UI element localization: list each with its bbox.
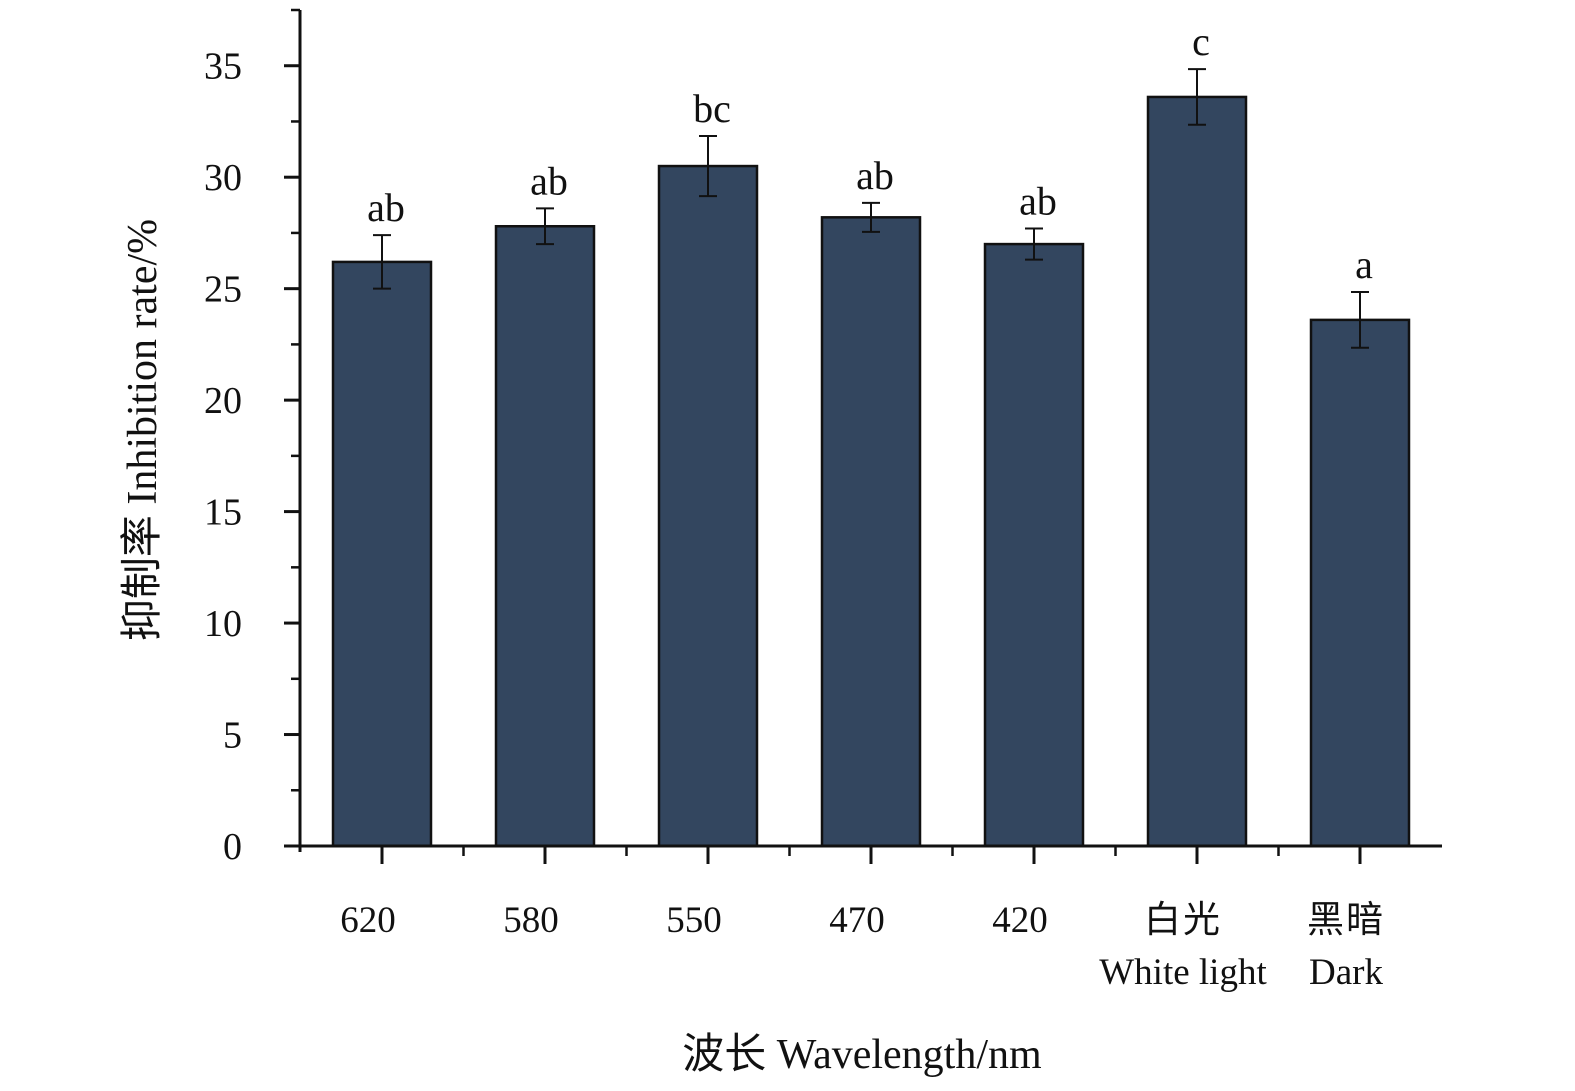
significance-label: c [1192, 19, 1210, 64]
significance-label: ab [1019, 178, 1057, 223]
category-label: 420 [992, 900, 1048, 941]
category-label: White light [1099, 952, 1267, 993]
y-tick-label: 30 [204, 157, 242, 199]
category-label: 470 [829, 900, 885, 941]
bar [1146, 95, 1248, 848]
x-axis-ticks [380, 846, 1362, 864]
error-bars [373, 68, 1369, 349]
bar [331, 260, 433, 848]
category-labels: 620 580 550 470 420 白光 White light 黑暗 Dark [340, 899, 1385, 993]
category-label: 白光 [1144, 899, 1222, 941]
significance-labels: ab ab bc ab ab c a [367, 19, 1373, 287]
significance-label: bc [693, 86, 731, 131]
y-tick-label: 0 [223, 826, 242, 868]
bar [820, 216, 922, 848]
y-axis-ticks: 0 5 10 15 20 25 30 35 [204, 8, 300, 868]
y-tick-label: 5 [223, 715, 242, 757]
category-label: 550 [666, 900, 722, 941]
bar [494, 224, 596, 848]
category-label: Dark [1309, 952, 1383, 993]
category-label: 580 [503, 900, 559, 941]
bar [657, 164, 759, 848]
bar [1309, 318, 1411, 848]
bars [331, 95, 1411, 848]
significance-label: a [1355, 242, 1373, 287]
category-label: 620 [340, 900, 396, 941]
bar [983, 242, 1085, 848]
x-axis-title: 波长 Wavelength/nm [682, 1032, 1042, 1078]
y-tick-label: 35 [204, 46, 242, 88]
significance-label: ab [367, 185, 405, 230]
significance-label: ab [530, 158, 568, 203]
y-tick-label: 15 [204, 492, 242, 534]
y-tick-label: 20 [204, 380, 242, 422]
y-tick-label: 25 [204, 269, 242, 311]
significance-label: ab [856, 153, 894, 198]
y-axis-title: 抑制率 Inhibition rate/% [119, 219, 166, 641]
y-tick-label: 10 [204, 603, 242, 645]
category-label: 黑暗 [1307, 900, 1385, 941]
